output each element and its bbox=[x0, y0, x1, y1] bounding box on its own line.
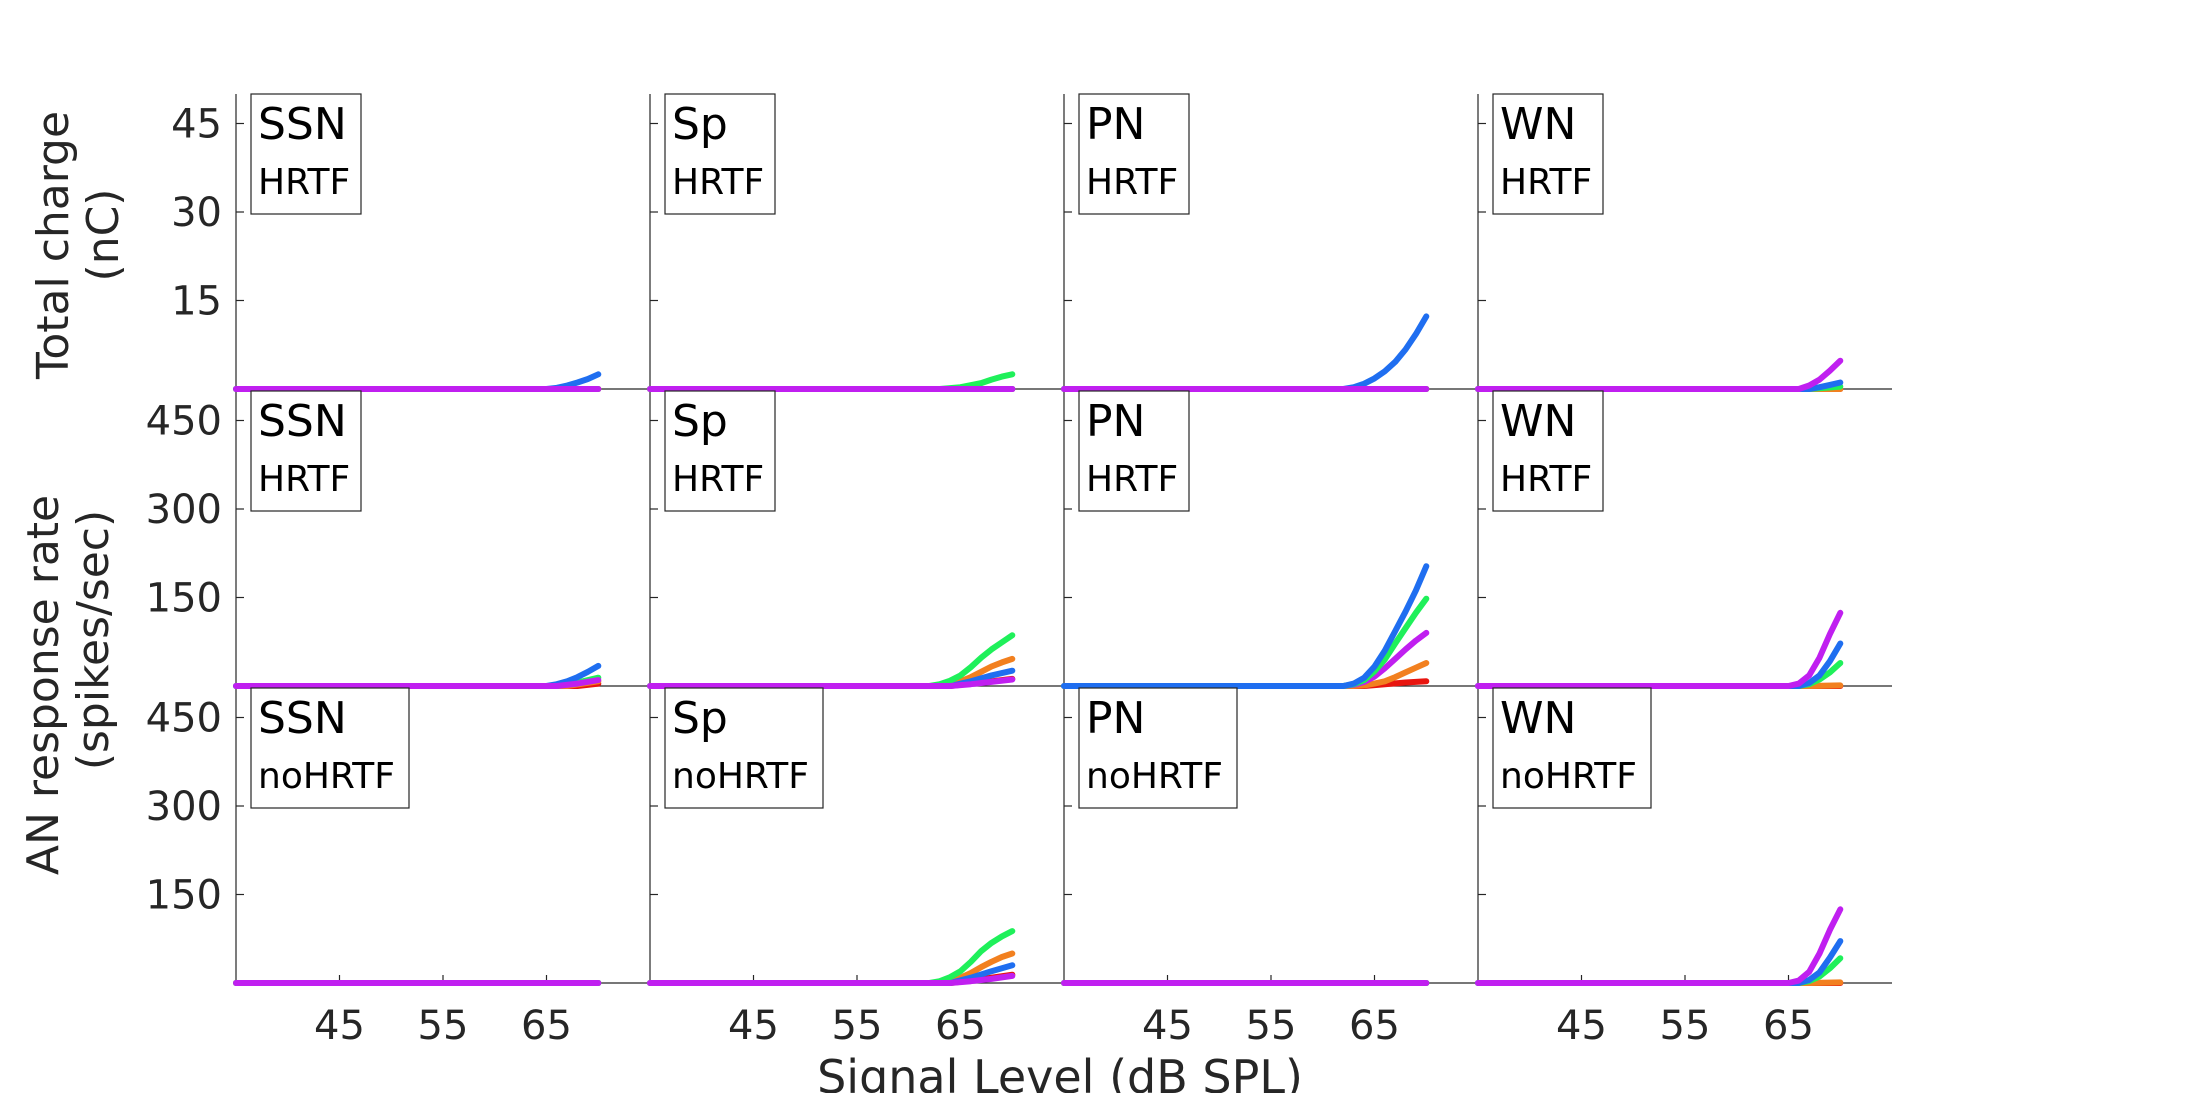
x-tick-label: 45 bbox=[728, 1003, 779, 1049]
y-axis-label-top-line1: Total charge bbox=[28, 111, 79, 380]
y-tick-label: 15 bbox=[171, 279, 222, 325]
series-line-green bbox=[647, 632, 1016, 689]
y-tick-label: 300 bbox=[146, 784, 222, 830]
panel-label-stimulus: WN bbox=[1500, 99, 1576, 150]
panel-label-box bbox=[250, 93, 362, 215]
panels: 15 30 45 SSN HRTF Sp HRTF PN HRTF WN HRTF 150 300 450… bbox=[146, 93, 1892, 1049]
y-tick-label: 450 bbox=[146, 399, 222, 445]
y-axis-label-top: Total charge (nC) bbox=[28, 111, 129, 380]
panel-label-box bbox=[664, 390, 776, 512]
panel-label-stimulus: WN bbox=[1500, 693, 1576, 744]
series-line-magenta bbox=[1061, 629, 1430, 689]
series-line-green bbox=[1475, 660, 1844, 689]
y-axis-label-bottom: AN response rate (spikes/sec) bbox=[18, 495, 119, 875]
series-line-magenta bbox=[1475, 357, 1844, 392]
x-tick-label: 65 bbox=[1349, 1003, 1400, 1049]
panel-label-stimulus: PN bbox=[1086, 99, 1145, 150]
panel-label-condition: HRTF bbox=[1500, 162, 1592, 203]
panel-label-stimulus: PN bbox=[1086, 396, 1145, 447]
panel-label-condition: HRTF bbox=[1500, 459, 1592, 500]
series-line-blue bbox=[1475, 640, 1844, 689]
panel-label-box bbox=[250, 687, 410, 809]
x-tick-label: 65 bbox=[935, 1003, 986, 1049]
x-tick-label: 45 bbox=[1556, 1003, 1607, 1049]
series-line-magenta bbox=[233, 677, 602, 689]
series-line-green bbox=[647, 928, 1016, 986]
series-line-magenta bbox=[647, 676, 1016, 689]
panel-r1-c1: Sp HRTF bbox=[647, 390, 1064, 689]
panel-r1-c0: 150 300 450 SSN HRTF bbox=[146, 390, 650, 689]
panel-r2-c0: 150 300 450 45 55 65 SSN noHRTF bbox=[146, 687, 650, 1049]
x-tick-label: 45 bbox=[1142, 1003, 1193, 1049]
series-line-blue bbox=[1061, 563, 1430, 689]
x-tick-label: 55 bbox=[418, 1003, 469, 1049]
panel-label-condition: HRTF bbox=[1086, 162, 1178, 203]
panel-r2-c1: 45 55 65 Sp noHRTF bbox=[647, 687, 1064, 1049]
y-tick-label: 450 bbox=[146, 696, 222, 742]
panel-label-box bbox=[664, 687, 824, 809]
series-line-magenta bbox=[1475, 609, 1844, 689]
panel-label-condition: HRTF bbox=[258, 459, 350, 500]
panel-label-condition: HRTF bbox=[1086, 459, 1178, 500]
y-axis-label-bottom-line1: AN response rate bbox=[18, 495, 69, 875]
x-tick-label: 45 bbox=[314, 1003, 365, 1049]
panel-label-box bbox=[664, 93, 776, 215]
series-line-green bbox=[1475, 955, 1844, 986]
panel-r1-c3: WN HRTF bbox=[1475, 390, 1892, 689]
panel-label-box bbox=[1078, 390, 1190, 512]
y-tick-label: 150 bbox=[146, 873, 222, 919]
panel-label-condition: noHRTF bbox=[1086, 756, 1223, 797]
series-line-blue bbox=[1061, 313, 1430, 392]
x-tick-label: 55 bbox=[1660, 1003, 1711, 1049]
panel-r2-c3: 45 55 65 WN noHRTF bbox=[1475, 687, 1892, 1049]
series-line-blue bbox=[1475, 938, 1844, 986]
panel-r2-c2: 45 55 65 PN noHRTF bbox=[1061, 687, 1478, 1049]
y-tick-label: 30 bbox=[171, 190, 222, 236]
panel-label-stimulus: Sp bbox=[672, 99, 728, 150]
panel-label-box bbox=[1492, 390, 1604, 512]
panel-r0-c2: PN HRTF bbox=[1061, 93, 1478, 392]
panel-label-box bbox=[250, 390, 362, 512]
x-axis-label: Signal Level (dB SPL) bbox=[817, 1050, 1303, 1093]
panel-label-stimulus: WN bbox=[1500, 396, 1576, 447]
y-tick-label: 150 bbox=[146, 576, 222, 622]
panel-r1-c2: PN HRTF bbox=[1061, 390, 1478, 689]
panel-label-stimulus: SSN bbox=[258, 99, 347, 150]
series-line-magenta bbox=[1475, 906, 1844, 986]
panel-label-box bbox=[1078, 93, 1190, 215]
y-tick-label: 45 bbox=[171, 102, 222, 148]
y-tick-label: 300 bbox=[146, 487, 222, 533]
panel-r0-c0: 15 30 45 SSN HRTF bbox=[171, 93, 650, 392]
panel-label-stimulus: Sp bbox=[672, 396, 728, 447]
panel-label-condition: noHRTF bbox=[672, 756, 809, 797]
panel-label-condition: HRTF bbox=[258, 162, 350, 203]
x-tick-label: 65 bbox=[521, 1003, 572, 1049]
y-axis-label-top-line2: (nC) bbox=[78, 189, 129, 282]
panel-label-stimulus: Sp bbox=[672, 693, 728, 744]
panel-label-condition: HRTF bbox=[672, 459, 764, 500]
panel-label-box bbox=[1078, 687, 1238, 809]
panel-label-box bbox=[1492, 93, 1604, 215]
panel-label-condition: noHRTF bbox=[1500, 756, 1637, 797]
x-tick-label: 55 bbox=[1246, 1003, 1297, 1049]
series-line-magenta bbox=[647, 972, 1016, 986]
x-tick-label: 65 bbox=[1763, 1003, 1814, 1049]
panel-label-box bbox=[1492, 687, 1652, 809]
series-line-blue bbox=[233, 662, 602, 689]
panel-label-condition: noHRTF bbox=[258, 756, 395, 797]
panel-label-stimulus: PN bbox=[1086, 693, 1145, 744]
y-axis-label-bottom-line2: (spikes/sec) bbox=[68, 510, 119, 770]
panel-label-condition: HRTF bbox=[672, 162, 764, 203]
panel-r0-c1: Sp HRTF bbox=[647, 93, 1064, 392]
panel-label-stimulus: SSN bbox=[258, 396, 347, 447]
panel-r0-c3: WN HRTF bbox=[1475, 93, 1892, 392]
panel-label-stimulus: SSN bbox=[258, 693, 347, 744]
x-tick-label: 55 bbox=[832, 1003, 883, 1049]
